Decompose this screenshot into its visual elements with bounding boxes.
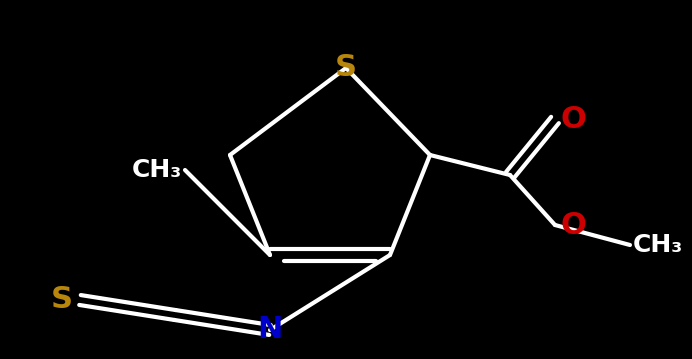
Text: CH₃: CH₃ [132, 158, 182, 182]
Text: N: N [257, 316, 283, 345]
Text: S: S [51, 285, 73, 314]
Text: S: S [335, 53, 357, 83]
Text: O: O [560, 106, 586, 135]
Text: O: O [560, 210, 586, 239]
Text: CH₃: CH₃ [633, 233, 683, 257]
